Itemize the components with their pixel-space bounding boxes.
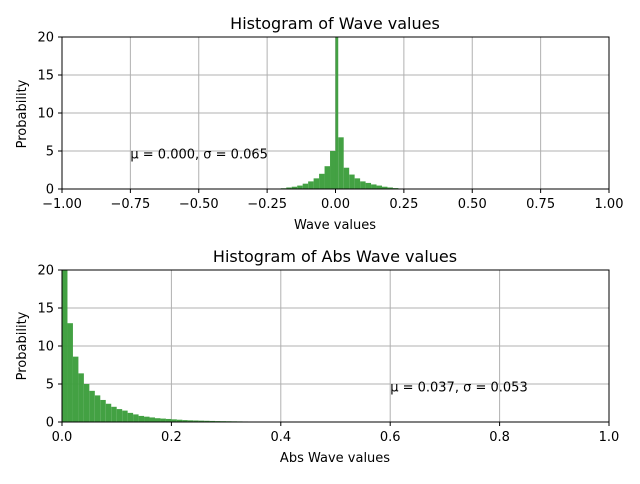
histogram-bar [336, 37, 339, 189]
histogram-bar [349, 175, 354, 189]
histogram-bar [122, 411, 127, 422]
x-tick-label: −0.25 [247, 197, 287, 212]
histogram-bar [344, 168, 349, 189]
x-tick-label: 1.00 [595, 197, 624, 212]
histogram-bar [155, 418, 160, 422]
histogram-bar [377, 186, 382, 189]
y-tick-label: 15 [37, 302, 54, 317]
x-tick-label: 1.0 [599, 430, 620, 445]
x-axis-label: Abs Wave values [280, 451, 390, 466]
y-axis-label: Probability [15, 311, 30, 380]
histogram-bar [366, 183, 371, 189]
histogram-bar [360, 181, 365, 189]
x-axis-label: Wave values [294, 218, 376, 233]
histogram-bar [89, 391, 94, 422]
x-tick-label: 0.2 [161, 430, 182, 445]
histogram-bar [325, 166, 330, 189]
y-tick-label: 5 [46, 378, 54, 393]
x-tick-label: 0.4 [270, 430, 291, 445]
x-tick-label: 0.6 [380, 430, 401, 445]
x-tick-label: −1.00 [42, 197, 82, 212]
histogram-bar [111, 407, 116, 422]
histogram-bar [62, 270, 67, 422]
histogram-bar [314, 178, 319, 189]
x-tick-label: −0.75 [110, 197, 150, 212]
x-tick-label: 0.0 [52, 430, 73, 445]
histogram-bar [133, 414, 138, 422]
histogram-bar [330, 151, 335, 189]
x-tick-label: 0.00 [321, 197, 350, 212]
y-tick-label: 15 [37, 69, 54, 84]
chart-title: Histogram of Wave values [230, 14, 440, 33]
y-tick-label: 20 [37, 264, 54, 279]
histogram-bar [106, 404, 111, 422]
histogram-bar [128, 413, 133, 422]
histogram-bar [117, 409, 122, 422]
histogram-bar [95, 395, 100, 422]
histogram-bar [150, 417, 155, 422]
histogram-bar [160, 419, 165, 422]
x-tick-label: 0.75 [526, 197, 555, 212]
histogram-bar [144, 417, 149, 422]
y-axis-label: Probability [15, 79, 30, 148]
histogram-bar [355, 178, 360, 189]
histogram-bar [78, 373, 83, 422]
x-tick-label: 0.8 [489, 430, 510, 445]
stats-annotation: μ = 0.037, σ = 0.053 [390, 381, 528, 396]
histogram-bar [139, 416, 144, 422]
y-tick-label: 20 [37, 31, 54, 46]
histogram-bar [371, 184, 376, 189]
histogram-bar [308, 181, 313, 189]
y-tick-label: 5 [46, 145, 54, 160]
x-tick-label: 0.50 [458, 197, 487, 212]
x-tick-label: 0.25 [389, 197, 418, 212]
y-tick-label: 10 [37, 340, 54, 355]
chart-title: Histogram of Abs Wave values [213, 247, 457, 266]
histogram-bar [303, 184, 308, 189]
y-tick-label: 0 [46, 416, 54, 431]
stats-annotation: μ = 0.000, σ = 0.065 [130, 148, 268, 163]
histogram-bar [84, 384, 89, 422]
histogram-bar [67, 323, 72, 422]
histogram-bar [338, 137, 343, 189]
histogram-bar [73, 357, 78, 422]
histogram-bar [297, 186, 302, 189]
y-tick-label: 0 [46, 183, 54, 198]
histogram-bar [319, 174, 324, 189]
y-tick-label: 10 [37, 107, 54, 122]
x-tick-label: −0.50 [179, 197, 219, 212]
histogram-bar [100, 400, 105, 422]
